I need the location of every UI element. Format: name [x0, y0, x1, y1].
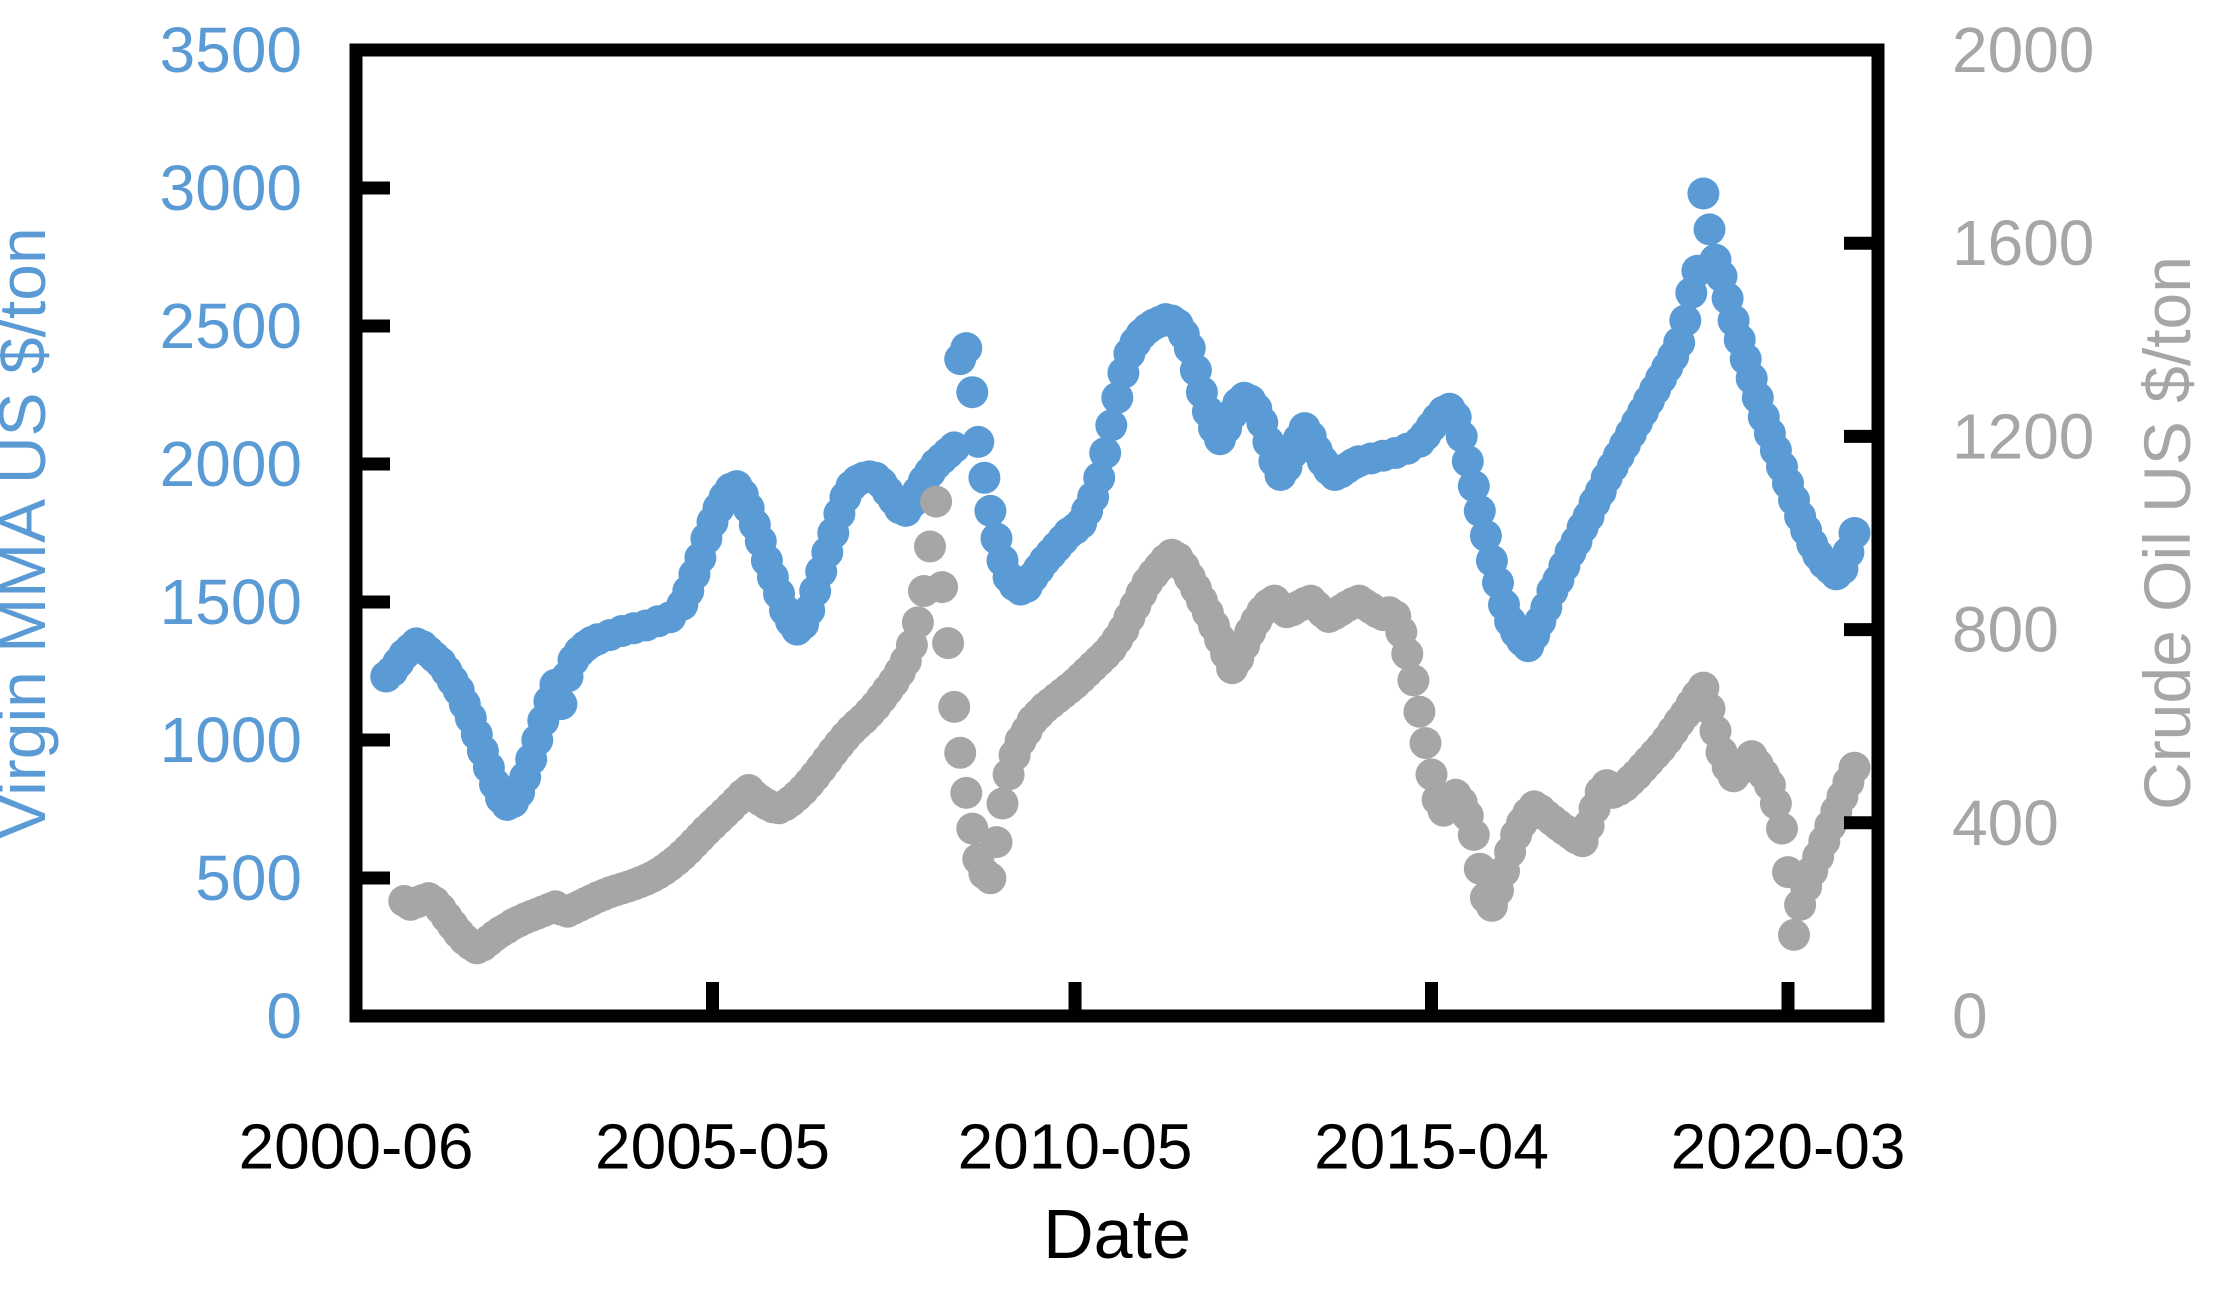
- left-tick-label: 1500: [160, 566, 302, 638]
- data-point: [1463, 494, 1496, 527]
- data-point: [974, 862, 1007, 895]
- data-point: [1089, 437, 1122, 469]
- data-point: [1397, 664, 1430, 697]
- left-tick-label: 3500: [160, 14, 302, 86]
- data-point: [926, 571, 959, 604]
- right-tick-label: 1200: [1952, 400, 2094, 472]
- left-tick-label: 2000: [160, 428, 302, 500]
- plot-border: [349, 43, 1885, 1023]
- right-tick-label: 1600: [1952, 207, 2094, 279]
- data-point: [545, 688, 578, 721]
- axis-tick-marks: [356, 181, 1878, 1016]
- data-point: [1469, 519, 1502, 552]
- data-point: [974, 494, 1007, 527]
- data-point: [1457, 470, 1490, 503]
- data-point: [901, 606, 934, 639]
- data-point: [1445, 420, 1478, 453]
- data-point: [1463, 852, 1496, 885]
- data-point: [938, 431, 971, 464]
- data-point: [950, 776, 983, 809]
- data-point: [962, 425, 995, 458]
- left-tick-label: 500: [195, 842, 302, 914]
- data-point: [914, 530, 946, 563]
- data-point: [1838, 517, 1871, 549]
- plot-frame: [349, 43, 1885, 1023]
- data-point: [1687, 177, 1720, 210]
- x-axis-title: Date: [1043, 1195, 1191, 1273]
- series-crude-oil: [388, 485, 1871, 965]
- left-tick-label: 2500: [160, 290, 302, 362]
- data-point: [938, 690, 971, 723]
- right-tick-label: 2000: [1952, 14, 2094, 86]
- data-point: [1693, 213, 1726, 246]
- x-tick-label: 2010-05: [958, 1110, 1193, 1182]
- left-axis-tick-labels: 0 500 1000 1500 2000 2500 3000 3500: [160, 14, 302, 1052]
- data-point: [944, 736, 977, 769]
- data-point: [1415, 758, 1448, 791]
- data-point: [1095, 409, 1128, 442]
- x-axis-tick-labels: 2000-06 2005-05 2010-05 2015-04 2020-03: [239, 1110, 1906, 1182]
- data-point: [968, 461, 1001, 494]
- left-tick-label: 3000: [160, 152, 302, 224]
- data-point: [1391, 637, 1424, 670]
- right-axis-tick-labels: 0 400 800 1200 1600 2000: [1952, 14, 2094, 1052]
- data-point: [1409, 727, 1442, 760]
- data-point: [1838, 751, 1871, 784]
- data-point: [956, 812, 989, 845]
- data-point: [1778, 918, 1810, 951]
- data-point: [920, 485, 953, 518]
- data-point: [950, 332, 983, 365]
- right-tick-label: 400: [1952, 787, 2059, 859]
- x-tick-label: 2015-04: [1314, 1110, 1549, 1182]
- left-axis-title: Virgin MMA US $/ton: [0, 227, 59, 838]
- data-point: [1457, 818, 1490, 851]
- left-tick-label: 0: [266, 980, 302, 1052]
- data-point: [1101, 381, 1134, 414]
- right-axis-title: Crude Oil US $/ton: [2130, 256, 2204, 810]
- data-point: [956, 376, 989, 409]
- data-point: [1403, 695, 1436, 728]
- data-point: [1669, 304, 1702, 337]
- right-tick-label: 0: [1952, 980, 1988, 1052]
- right-tick-label: 800: [1952, 594, 2059, 666]
- data-point: [1083, 461, 1116, 494]
- data-point: [932, 627, 965, 660]
- x-tick-label: 2000-06: [239, 1110, 474, 1182]
- x-tick-label: 2020-03: [1671, 1110, 1906, 1182]
- x-tick-label: 2005-05: [595, 1110, 830, 1182]
- data-point: [980, 826, 1013, 859]
- data-point: [1759, 787, 1792, 820]
- data-point: [986, 787, 1019, 820]
- series-virgin-mma: [370, 177, 1871, 821]
- left-tick-label: 1000: [160, 704, 302, 776]
- data-point: [1451, 445, 1484, 478]
- data-point: [1766, 812, 1798, 845]
